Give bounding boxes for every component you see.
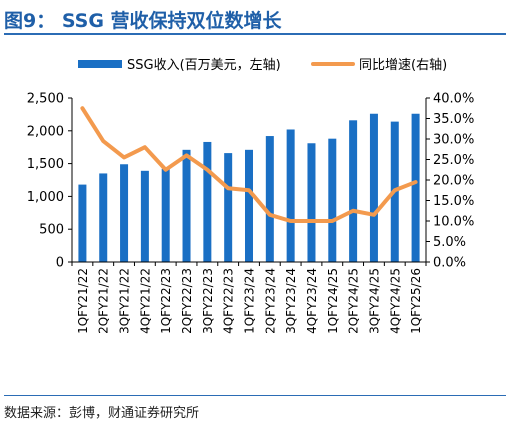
x-tick-label: 2QFY22/23 — [180, 268, 194, 334]
x-tick-label: 4QFY21/22 — [138, 268, 152, 334]
x-tick-label: 2QFY21/22 — [97, 268, 111, 334]
bar — [369, 113, 378, 262]
x-tick-label: 3QFY22/23 — [201, 268, 215, 334]
x-tick-label: 2QFY24/25 — [347, 268, 361, 334]
x-tick-label: 1QFY25/26 — [409, 268, 423, 334]
right-tick-label: 25.0% — [433, 153, 474, 168]
legend-bar-swatch — [78, 60, 122, 68]
bar — [245, 149, 253, 262]
x-tick-label: 4QFY24/25 — [388, 268, 402, 334]
x-tick-label: 3QFY24/25 — [367, 268, 381, 334]
axes: 0 500 1,000 1,500 2,000 2,500 0.0% 5.0% 10.0% 15.… — [27, 92, 475, 334]
x-tick-label: 1QFY22/23 — [159, 268, 173, 334]
legend: SSG收入(百万美元，左轴) 同比增速(右轴) — [78, 58, 447, 73]
growth-line — [80, 106, 418, 223]
source-note: 数据来源：彭博，财通证券研究所 — [4, 406, 200, 421]
left-tick-label: 500 — [39, 223, 64, 238]
line-series — [80, 106, 418, 223]
legend-line-label: 同比增速(右轴) — [359, 58, 447, 73]
right-tick-label: 5.0% — [433, 235, 466, 250]
bar — [328, 138, 337, 262]
bar — [203, 141, 212, 262]
bar — [140, 170, 149, 262]
bar — [286, 129, 295, 262]
right-tick-label: 35.0% — [433, 112, 474, 127]
figure-title: 图9： SSG 营收保持双位数增长 — [4, 10, 282, 32]
legend-bar-label: SSG收入(百万美元，左轴) — [127, 58, 281, 73]
chart: SSG收入(百万美元，左轴) 同比增速(右轴) 0 500 1,000 1,500 2,0… — [27, 58, 475, 334]
right-tick-label: 30.0% — [433, 133, 474, 148]
left-tick-label: 0 — [56, 256, 64, 271]
bar — [349, 120, 358, 262]
right-tick-label: 15.0% — [433, 194, 474, 209]
x-tick-label: 1QFY21/22 — [76, 268, 90, 334]
bar — [307, 143, 316, 262]
bar — [224, 153, 233, 262]
source-rule — [4, 395, 506, 396]
x-tick-label: 1QFY24/25 — [326, 268, 340, 334]
right-tick-label: 20.0% — [433, 174, 474, 189]
bar-series — [78, 113, 420, 262]
x-tick-label: 3QFY21/22 — [118, 268, 132, 334]
bar — [411, 113, 420, 262]
bar — [78, 184, 87, 262]
bar — [99, 173, 108, 262]
bar — [182, 149, 191, 262]
bar — [265, 136, 274, 262]
right-tick-label: 40.0% — [433, 92, 474, 107]
bar — [120, 164, 129, 262]
left-tick-label: 2,000 — [27, 124, 64, 139]
x-tick-label: 4QFY23/24 — [305, 268, 319, 334]
x-tick-label: 1QFY23/24 — [243, 268, 257, 334]
title-rule — [4, 33, 506, 35]
right-tick-label: 0.0% — [433, 256, 466, 271]
left-tick-label: 1,000 — [27, 190, 64, 205]
left-tick-label: 2,500 — [27, 92, 64, 107]
right-tick-label: 10.0% — [433, 215, 474, 230]
bar — [161, 168, 170, 262]
x-tick-label: 3QFY23/24 — [284, 268, 298, 334]
x-tick-label: 4QFY22/23 — [222, 268, 236, 334]
left-tick-label: 1,500 — [27, 157, 64, 172]
x-tick-label: 2QFY23/24 — [263, 268, 277, 334]
